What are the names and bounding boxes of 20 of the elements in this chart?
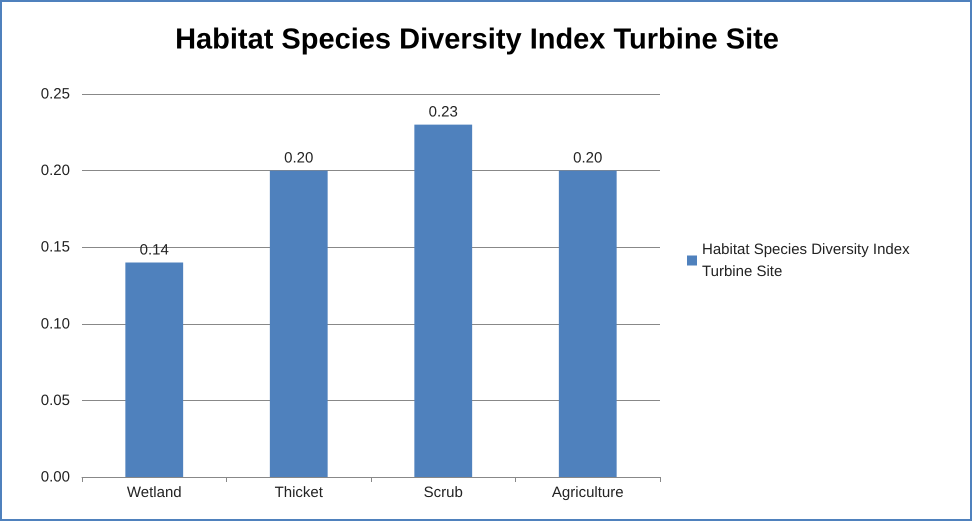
y-tick-label: 0.25 — [40, 86, 70, 102]
y-tick-label: 0.10 — [40, 315, 70, 332]
x-tick-label: Thicket — [274, 484, 324, 501]
chart-title: Habitat Species Diversity Index Turbine Site — [175, 24, 779, 56]
y-tick-label: 0.05 — [40, 392, 70, 409]
data-label: 0.20 — [573, 150, 602, 167]
data-label: 0.14 — [140, 242, 169, 259]
bar — [414, 124, 472, 477]
bar — [125, 262, 184, 477]
data-label: 0.20 — [284, 150, 314, 167]
bar — [270, 170, 328, 477]
x-tick-label: Agriculture — [552, 484, 624, 501]
bar — [558, 170, 617, 477]
x-tick-label: Wetland — [126, 484, 182, 501]
x-tick-label: Scrub — [424, 484, 463, 501]
legend-label: Habitat Species Diversity Index Turbine Site — [702, 241, 914, 280]
y-tick-label: 0.15 — [40, 238, 70, 256]
data-label: 0.23 — [428, 104, 458, 121]
y-tick-label: 0.00 — [40, 468, 70, 486]
y-tick-label: 0.20 — [40, 162, 70, 180]
